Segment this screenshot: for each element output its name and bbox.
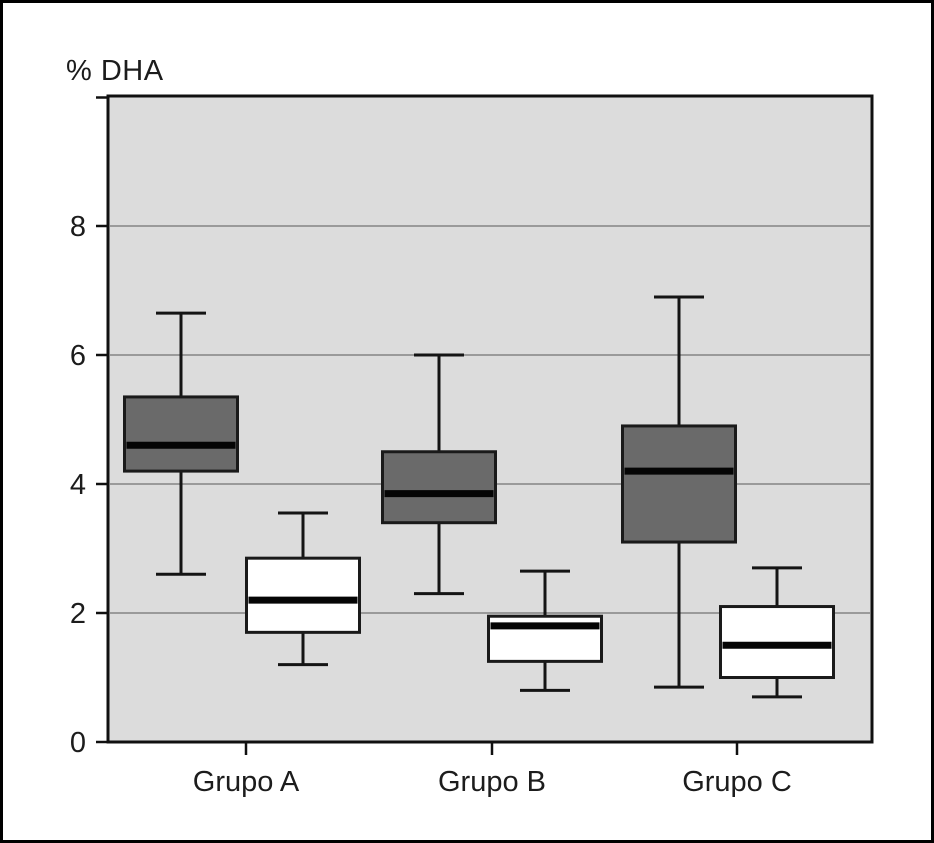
y-tick-label-0: 0 [70, 727, 86, 759]
x-tick-label-grupo-b: Grupo B [438, 766, 546, 798]
y-tick-label-4: 4 [70, 469, 86, 501]
boxplot-grupo-b-dark-box [381, 450, 497, 525]
boxplot-chart: 0 2 4 6 8 Grupo A Grupo B Grupo C [70, 94, 874, 798]
x-tick-label-grupo-a: Grupo A [193, 766, 300, 798]
plot-frame [106, 94, 874, 744]
boxplot-grupo-c-dark-box [621, 424, 737, 544]
boxplot-grupo-a-white-box [245, 556, 361, 634]
boxplot-grupo-a-dark-box [123, 395, 239, 473]
x-tick-label-grupo-c: Grupo C [682, 766, 792, 798]
y-tick-label-8: 8 [70, 211, 86, 243]
y-tick-label-6: 6 [70, 340, 86, 372]
y-tick-label-2: 2 [70, 598, 86, 630]
y-axis-title: % DHA [66, 55, 164, 87]
